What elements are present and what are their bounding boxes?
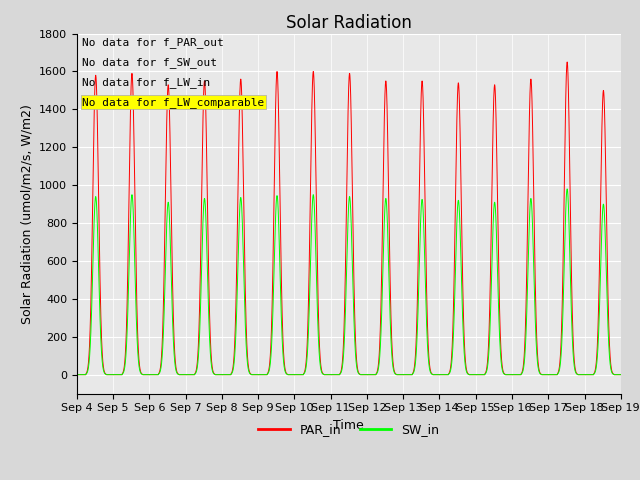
Y-axis label: Solar Radiation (umol/m2/s, W/m2): Solar Radiation (umol/m2/s, W/m2) xyxy=(20,104,33,324)
PAR_in xyxy=(617,372,625,378)
Text: No data for f_PAR_out: No data for f_PAR_out xyxy=(82,37,224,48)
X-axis label: Time: Time xyxy=(333,419,364,432)
SW_in xyxy=(617,372,625,378)
Line: PAR_in: PAR_in xyxy=(77,62,621,375)
Legend: PAR_in, SW_in: PAR_in, SW_in xyxy=(253,419,444,441)
Text: No data for f_LW_comparable: No data for f_LW_comparable xyxy=(82,96,264,108)
Line: SW_in: SW_in xyxy=(77,189,621,375)
PAR_in xyxy=(106,372,113,378)
PAR_in xyxy=(339,354,347,360)
PAR_in xyxy=(76,372,83,378)
SW_in xyxy=(588,372,596,378)
PAR_in xyxy=(73,372,81,378)
SW_in xyxy=(563,186,571,192)
SW_in xyxy=(180,372,188,378)
SW_in xyxy=(339,361,347,367)
SW_in xyxy=(106,372,113,378)
PAR_in xyxy=(180,372,188,378)
Text: No data for f_SW_out: No data for f_SW_out xyxy=(82,57,217,68)
SW_in xyxy=(73,372,81,378)
SW_in xyxy=(95,292,103,298)
SW_in xyxy=(76,372,83,378)
PAR_in xyxy=(588,372,596,378)
PAR_in xyxy=(563,59,571,65)
Title: Solar Radiation: Solar Radiation xyxy=(286,14,412,32)
PAR_in xyxy=(95,239,103,244)
Text: No data for f_LW_in: No data for f_LW_in xyxy=(82,77,211,88)
